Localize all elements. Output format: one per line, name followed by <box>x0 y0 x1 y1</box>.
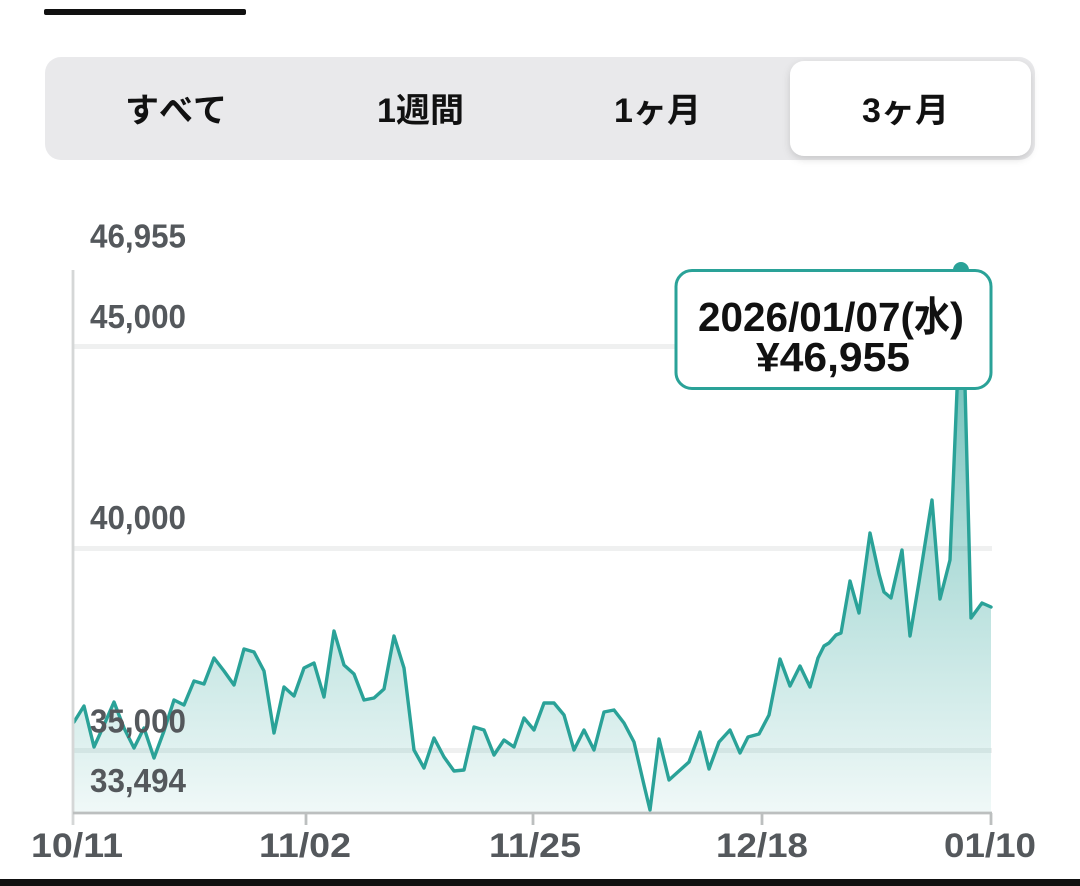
svg-text:11/02: 11/02 <box>259 827 351 865</box>
svg-text:10/11: 10/11 <box>31 827 123 865</box>
svg-text:35,000: 35,000 <box>90 703 186 740</box>
svg-text:40,000: 40,000 <box>90 499 186 536</box>
svg-text:1: 1 <box>377 92 396 130</box>
svg-text:45,000: 45,000 <box>90 298 186 335</box>
svg-text:): ) <box>950 294 964 340</box>
svg-text:3: 3 <box>862 92 881 130</box>
svg-text:11/25: 11/25 <box>489 827 581 865</box>
svg-text:33,494: 33,494 <box>90 762 187 799</box>
svg-text:12/18: 12/18 <box>716 827 808 865</box>
svg-text:1: 1 <box>614 92 633 130</box>
svg-text:¥46,955: ¥46,955 <box>756 334 910 380</box>
svg-text:46,955: 46,955 <box>90 218 186 255</box>
svg-text:01/10: 01/10 <box>944 827 1036 865</box>
svg-text:2026/01/07(: 2026/01/07( <box>698 294 914 340</box>
